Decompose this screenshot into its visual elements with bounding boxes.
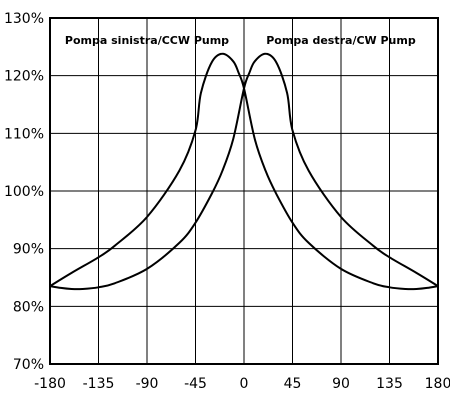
tick-labels: -180 -135 -90 -45 0 45 90 135 180 70% 80% 90% 100% 11… bbox=[4, 11, 450, 392]
x-tick-label: 180 bbox=[425, 376, 450, 392]
x-tick-label: 90 bbox=[332, 376, 350, 392]
y-tick-label: 100% bbox=[4, 184, 44, 200]
y-tick-label: 130% bbox=[4, 11, 44, 27]
grid bbox=[50, 18, 438, 364]
y-tick-label: 80% bbox=[13, 299, 44, 315]
y-tick-label: 120% bbox=[4, 69, 44, 85]
x-tick-label: 0 bbox=[240, 376, 249, 392]
x-tick-label: -135 bbox=[83, 376, 115, 392]
x-tick-label: -45 bbox=[184, 376, 207, 392]
x-tick-label: -90 bbox=[136, 376, 159, 392]
y-tick-label: 90% bbox=[13, 242, 44, 258]
series-line-2 bbox=[49, 52, 439, 291]
x-tick-label: 135 bbox=[376, 376, 403, 392]
plot-frame bbox=[49, 17, 439, 365]
y-tick-label: 110% bbox=[4, 126, 44, 142]
annotation-left-ccw-pump: Pompa sinistra/CCW Pump bbox=[65, 34, 229, 47]
curves bbox=[49, 52, 439, 291]
x-tick-label: 45 bbox=[284, 376, 302, 392]
y-tick-label: 70% bbox=[13, 357, 44, 373]
annotation-right-cw-pump: Pompa destra/CW Pump bbox=[266, 34, 416, 47]
x-tick-label: -180 bbox=[34, 376, 66, 392]
